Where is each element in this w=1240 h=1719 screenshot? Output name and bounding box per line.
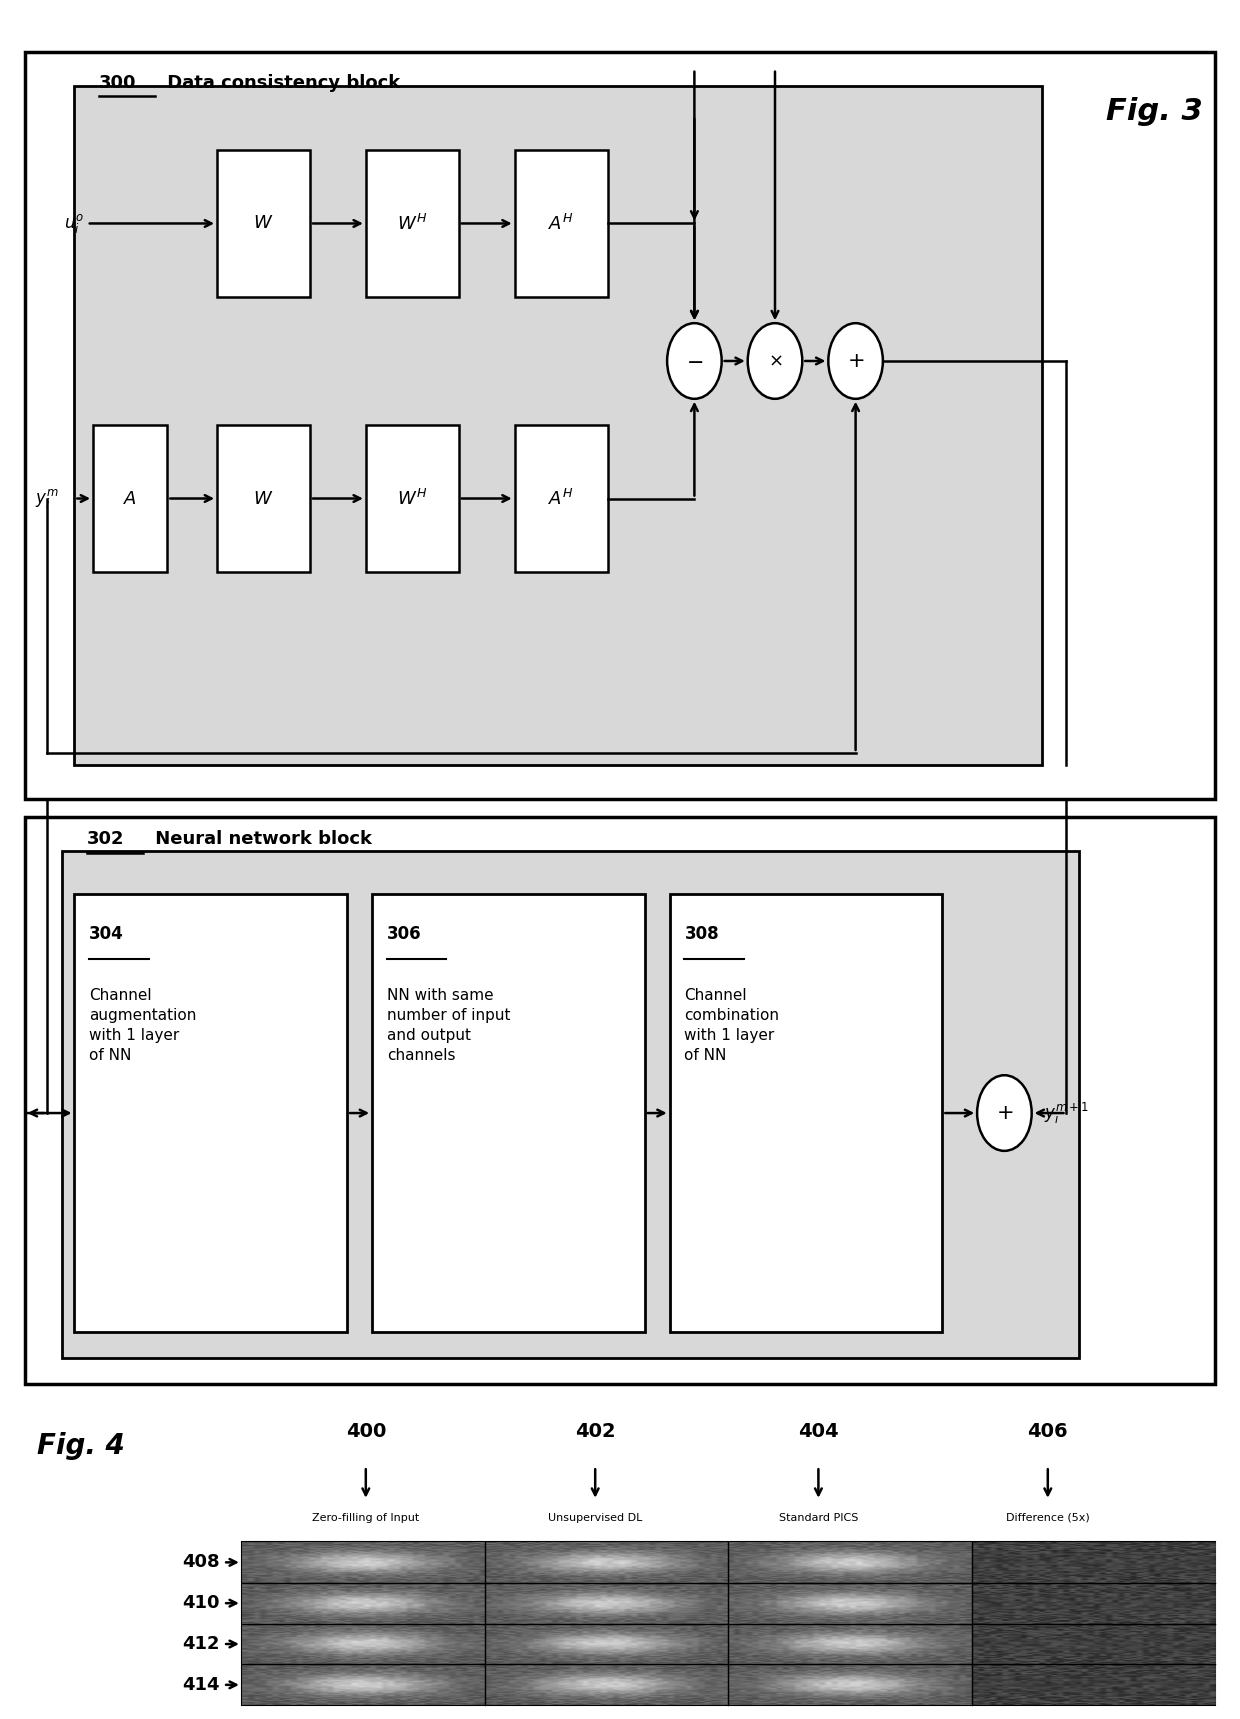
Text: 402: 402: [575, 1422, 615, 1441]
Text: 406: 406: [1028, 1422, 1068, 1441]
FancyBboxPatch shape: [670, 894, 942, 1332]
Text: $A^H$: $A^H$: [548, 213, 574, 234]
Circle shape: [667, 323, 722, 399]
Text: 306: 306: [387, 925, 422, 942]
Text: $A$: $A$: [123, 490, 138, 507]
Text: Data consistency block: Data consistency block: [161, 74, 401, 91]
Text: 412: 412: [182, 1635, 219, 1654]
Text: 408: 408: [182, 1554, 219, 1571]
Text: $W^H$: $W^H$: [397, 213, 428, 234]
Text: Fig. 4: Fig. 4: [37, 1432, 125, 1459]
Text: 300: 300: [99, 74, 136, 91]
Text: $+$: $+$: [996, 1104, 1013, 1123]
FancyBboxPatch shape: [74, 894, 347, 1332]
FancyBboxPatch shape: [217, 425, 310, 571]
Text: Channel
combination
with 1 layer
of NN: Channel combination with 1 layer of NN: [684, 988, 780, 1062]
Text: $-$: $-$: [686, 351, 703, 371]
FancyBboxPatch shape: [366, 151, 459, 296]
Text: Difference (5x): Difference (5x): [1006, 1513, 1090, 1523]
Text: $W$: $W$: [253, 490, 274, 507]
Text: 410: 410: [182, 1594, 219, 1612]
Text: $\times$: $\times$: [768, 352, 782, 370]
Text: Neural network block: Neural network block: [149, 830, 372, 847]
Text: 414: 414: [182, 1676, 219, 1693]
FancyBboxPatch shape: [74, 86, 1042, 765]
Text: Unsupervised DL: Unsupervised DL: [548, 1513, 642, 1523]
FancyBboxPatch shape: [366, 425, 459, 571]
Text: Standard PICS: Standard PICS: [779, 1513, 858, 1523]
Text: Fig. 3: Fig. 3: [1106, 98, 1203, 125]
Circle shape: [977, 1076, 1032, 1152]
Text: $W^H$: $W^H$: [397, 488, 428, 509]
Text: $+$: $+$: [847, 351, 864, 371]
Text: $u_i^o$: $u_i^o$: [64, 211, 84, 236]
Text: 304: 304: [89, 925, 124, 942]
Text: 302: 302: [87, 830, 124, 847]
Text: $W$: $W$: [253, 215, 274, 232]
FancyBboxPatch shape: [515, 425, 608, 571]
FancyBboxPatch shape: [93, 425, 167, 571]
FancyBboxPatch shape: [242, 1542, 1215, 1705]
Circle shape: [828, 323, 883, 399]
FancyBboxPatch shape: [515, 151, 608, 296]
FancyBboxPatch shape: [25, 52, 1215, 799]
Text: NN with same
number of input
and output
channels: NN with same number of input and output …: [387, 988, 511, 1062]
FancyBboxPatch shape: [372, 894, 645, 1332]
FancyBboxPatch shape: [25, 817, 1215, 1384]
Text: Zero-filling of Input: Zero-filling of Input: [312, 1513, 419, 1523]
Text: $y_i^m$: $y_i^m$: [35, 486, 58, 511]
Text: 404: 404: [799, 1422, 838, 1441]
Text: $y_i^{m+1}$: $y_i^{m+1}$: [1044, 1100, 1089, 1126]
Text: 308: 308: [684, 925, 719, 942]
FancyBboxPatch shape: [217, 151, 310, 296]
Text: 400: 400: [346, 1422, 386, 1441]
Text: Channel
augmentation
with 1 layer
of NN: Channel augmentation with 1 layer of NN: [89, 988, 197, 1062]
Text: $A^H$: $A^H$: [548, 488, 574, 509]
Circle shape: [748, 323, 802, 399]
FancyBboxPatch shape: [62, 851, 1079, 1358]
